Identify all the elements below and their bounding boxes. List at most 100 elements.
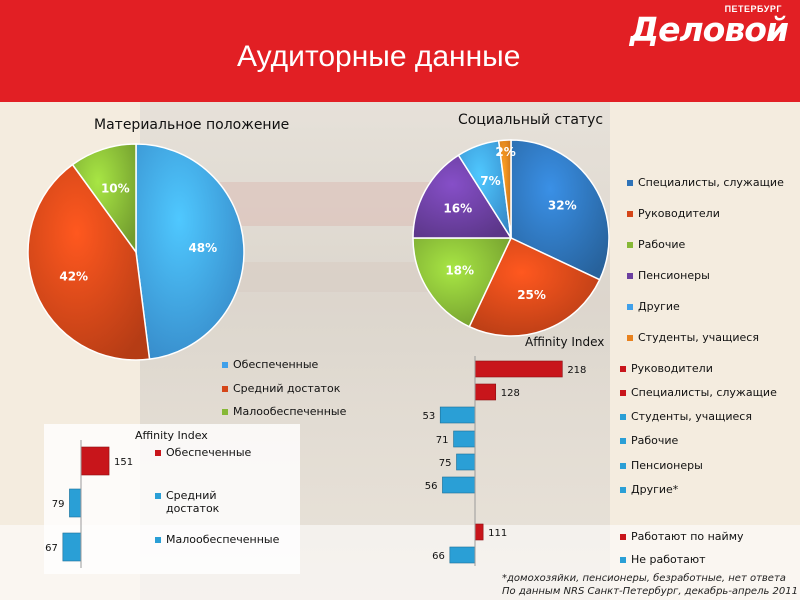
affinity2-bar-0 [474,360,563,378]
affinity2-bar-2 [439,406,476,424]
pie1-legend-item-0: Обеспеченные [222,358,318,371]
affinity2-legend-swatch [620,366,626,372]
pie1-legend-label: Малообеспеченные [233,405,347,418]
affinity2-value-0: 218 [567,365,586,376]
logo-wordmark: Деловой [629,10,789,49]
pie1-title: Материальное положение [94,117,290,133]
pie1-legend-label: Обеспеченные [233,358,319,371]
affinity2-legend-item-2: Студенты, учащиеся [620,410,790,423]
affinity-left-title: Affinity Index [135,429,208,442]
pie1-legend-item-1: Средний достаток [222,382,340,395]
pie2-value-label-1: 25% [517,288,546,302]
affinity1-value-1: 79 [52,499,65,510]
pie2-title: Социальный статус [458,112,604,128]
affinity1-legend-label: Малообеспеченные [166,533,280,546]
affinity1-bar-2 [62,532,82,562]
pie1-value-label-2: 10% [101,181,130,195]
affinity2-legend-label: Руководители [631,362,713,375]
pie2-legend-label: Другие [638,300,680,313]
affinity2-legend-swatch [620,463,626,469]
pie2-value-label-0: 32% [548,198,577,212]
pie2-legend-label: Пенсионеры [638,269,710,282]
affinity1-legend-label: Обеспеченные [166,446,252,459]
affinity2-legend-item-6: Работают по найму [620,530,790,543]
pie2-slice-0 [510,139,610,281]
affinity2-legend-label: Работают по найму [631,530,744,543]
affinity2-legend-label: Специалисты, служащие [631,386,777,399]
logo-city: ПЕТЕРБУРГ [724,4,782,14]
affinity2-value-6: 111 [488,528,507,539]
pie1-value-label-1: 42% [59,270,88,284]
pie2-value-label-2: 18% [445,264,474,278]
affinity2-value-4: 75 [439,458,452,469]
pie2-legend-item-3: Пенсионеры [627,269,710,282]
pie2-legend-label: Специалисты, служащие [638,176,784,189]
pie2-value-label-4: 7% [480,174,500,188]
pie1-legend-swatch [222,362,228,368]
pie2-value-label-3: 16% [443,202,472,216]
affinity2-legend-swatch [620,438,626,444]
slide-title: Аудиторные данные [237,40,521,73]
affinity2-value-7: 66 [432,551,445,562]
pie2-legend-swatch [627,273,633,279]
affinity2-bar-7 [449,546,476,564]
pie2-legend-item-5: Студенты, учащиеся [627,331,759,344]
affinity2-bar-5 [442,476,476,494]
footnote: *домохозяйки, пенсионеры, безработные, н… [502,572,798,598]
footnote-line-1: *домохозяйки, пенсионеры, безработные, н… [502,573,786,584]
affinity2-legend-label: Пенсионеры [631,459,703,472]
pie2-legend-item-1: Руководители [627,207,720,220]
affinity2-legend-item-5: Другие* [620,483,790,496]
affinity1-legend-swatch [155,493,161,499]
affinity2-legend-item-4: Пенсионеры [620,459,790,472]
pie2-legend-swatch [627,304,633,310]
pie1-legend-swatch [222,409,228,415]
pie1-slice-0 [135,143,245,360]
affinity1-value-2: 67 [45,543,58,554]
pie1-legend-label: Средний достаток [233,382,341,395]
affinity2-value-1: 128 [501,388,520,399]
affinity2-legend-swatch [620,487,626,493]
affinity2-legend-swatch [620,557,626,563]
pie1-value-label-0: 48% [188,241,217,255]
pie2-legend-swatch [627,211,633,217]
footnote-line-2: По данным NRS Санкт-Петербург, декабрь-а… [502,586,799,597]
affinity1-legend-item-1: Средний достаток [155,489,255,515]
affinity2-value-5: 56 [425,481,438,492]
affinity2-legend-label: Другие* [631,483,679,496]
affinity2-legend-item-3: Рабочие [620,434,790,447]
header-bar [0,0,800,102]
affinity2-legend-item-7: Не работают [620,553,790,566]
affinity2-legend-swatch [620,390,626,396]
pie2-slice-1 [468,237,601,337]
pie2-legend-swatch [627,242,633,248]
affinity1-legend-swatch [155,450,161,456]
pie2-legend-label: Студенты, учащиеся [638,331,759,344]
pie1-legend-swatch [222,386,228,392]
pie2-legend-label: Руководители [638,207,720,220]
pie2-legend-item-4: Другие [627,300,680,313]
affinity1-legend-label: Средний достаток [166,489,220,515]
delovoy-logo: ПЕТЕРБУРГ Деловой [612,4,789,49]
affinity2-legend-label: Рабочие [631,434,679,447]
affinity2-bar-6 [474,523,484,541]
affinity2-bar-3 [453,430,476,448]
affinity1-bar-1 [69,488,82,518]
affinity1-legend-item-2: Малообеспеченные [155,533,279,546]
affinity1-legend-swatch [155,537,161,543]
affinity1-value-0: 151 [114,457,133,468]
affinity2-legend-item-1: Специалисты, служащие [620,386,790,399]
affinity1-legend-item-0: Обеспеченные [155,446,255,459]
pie2-slice-3 [412,154,513,239]
pie2-value-label-5: 2% [495,145,515,159]
affinity2-legend-swatch [620,534,626,540]
affinity2-bar-1 [474,383,497,401]
pie2-legend-swatch [627,335,633,341]
pie2-legend-item-2: Рабочие [627,238,685,251]
affinity2-bar-4 [456,453,476,471]
pie2-slice-2 [412,237,513,328]
affinity2-value-2: 53 [422,411,435,422]
